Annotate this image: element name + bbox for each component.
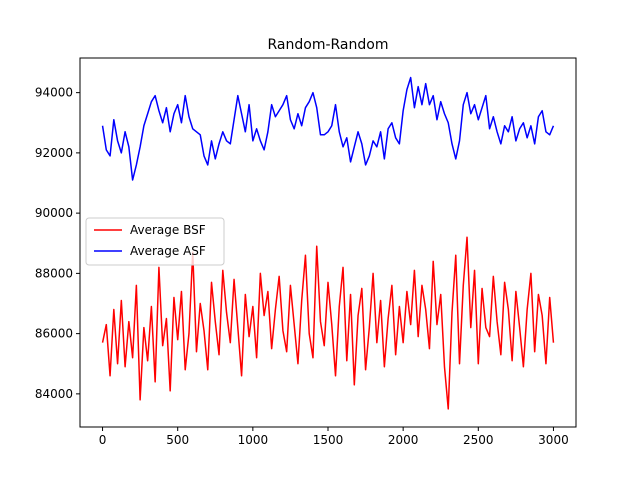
legend-label: Average BSF <box>130 223 206 237</box>
x-tick-label: 1500 <box>313 433 344 447</box>
y-tick-label: 88000 <box>35 266 73 280</box>
y-tick-label: 94000 <box>35 86 73 100</box>
legend: Average BSF Average ASF <box>85 217 225 266</box>
series-layer <box>101 76 555 410</box>
x-tick-label: 1000 <box>238 433 269 447</box>
x-tick-label: 0 <box>99 433 107 447</box>
y-tick-label: 84000 <box>35 387 73 401</box>
y-tick-label: 86000 <box>35 327 73 341</box>
y-tick-label: 92000 <box>35 146 73 160</box>
x-tick-label: 2000 <box>388 433 419 447</box>
series-line-2 <box>101 76 555 181</box>
chart-title: Random-Random <box>268 37 389 53</box>
y-tick-label: 90000 <box>35 206 73 220</box>
x-tick-label: 500 <box>166 433 189 447</box>
x-tick-label: 3000 <box>538 433 569 447</box>
axes-layer: 0 500 1000 1500 2000 2500 3000 84000 86000 88000 9… <box>35 57 577 447</box>
series-line-1 <box>101 236 555 410</box>
x-tick-label: 2500 <box>463 433 494 447</box>
legend-label: Average ASF <box>130 244 206 258</box>
